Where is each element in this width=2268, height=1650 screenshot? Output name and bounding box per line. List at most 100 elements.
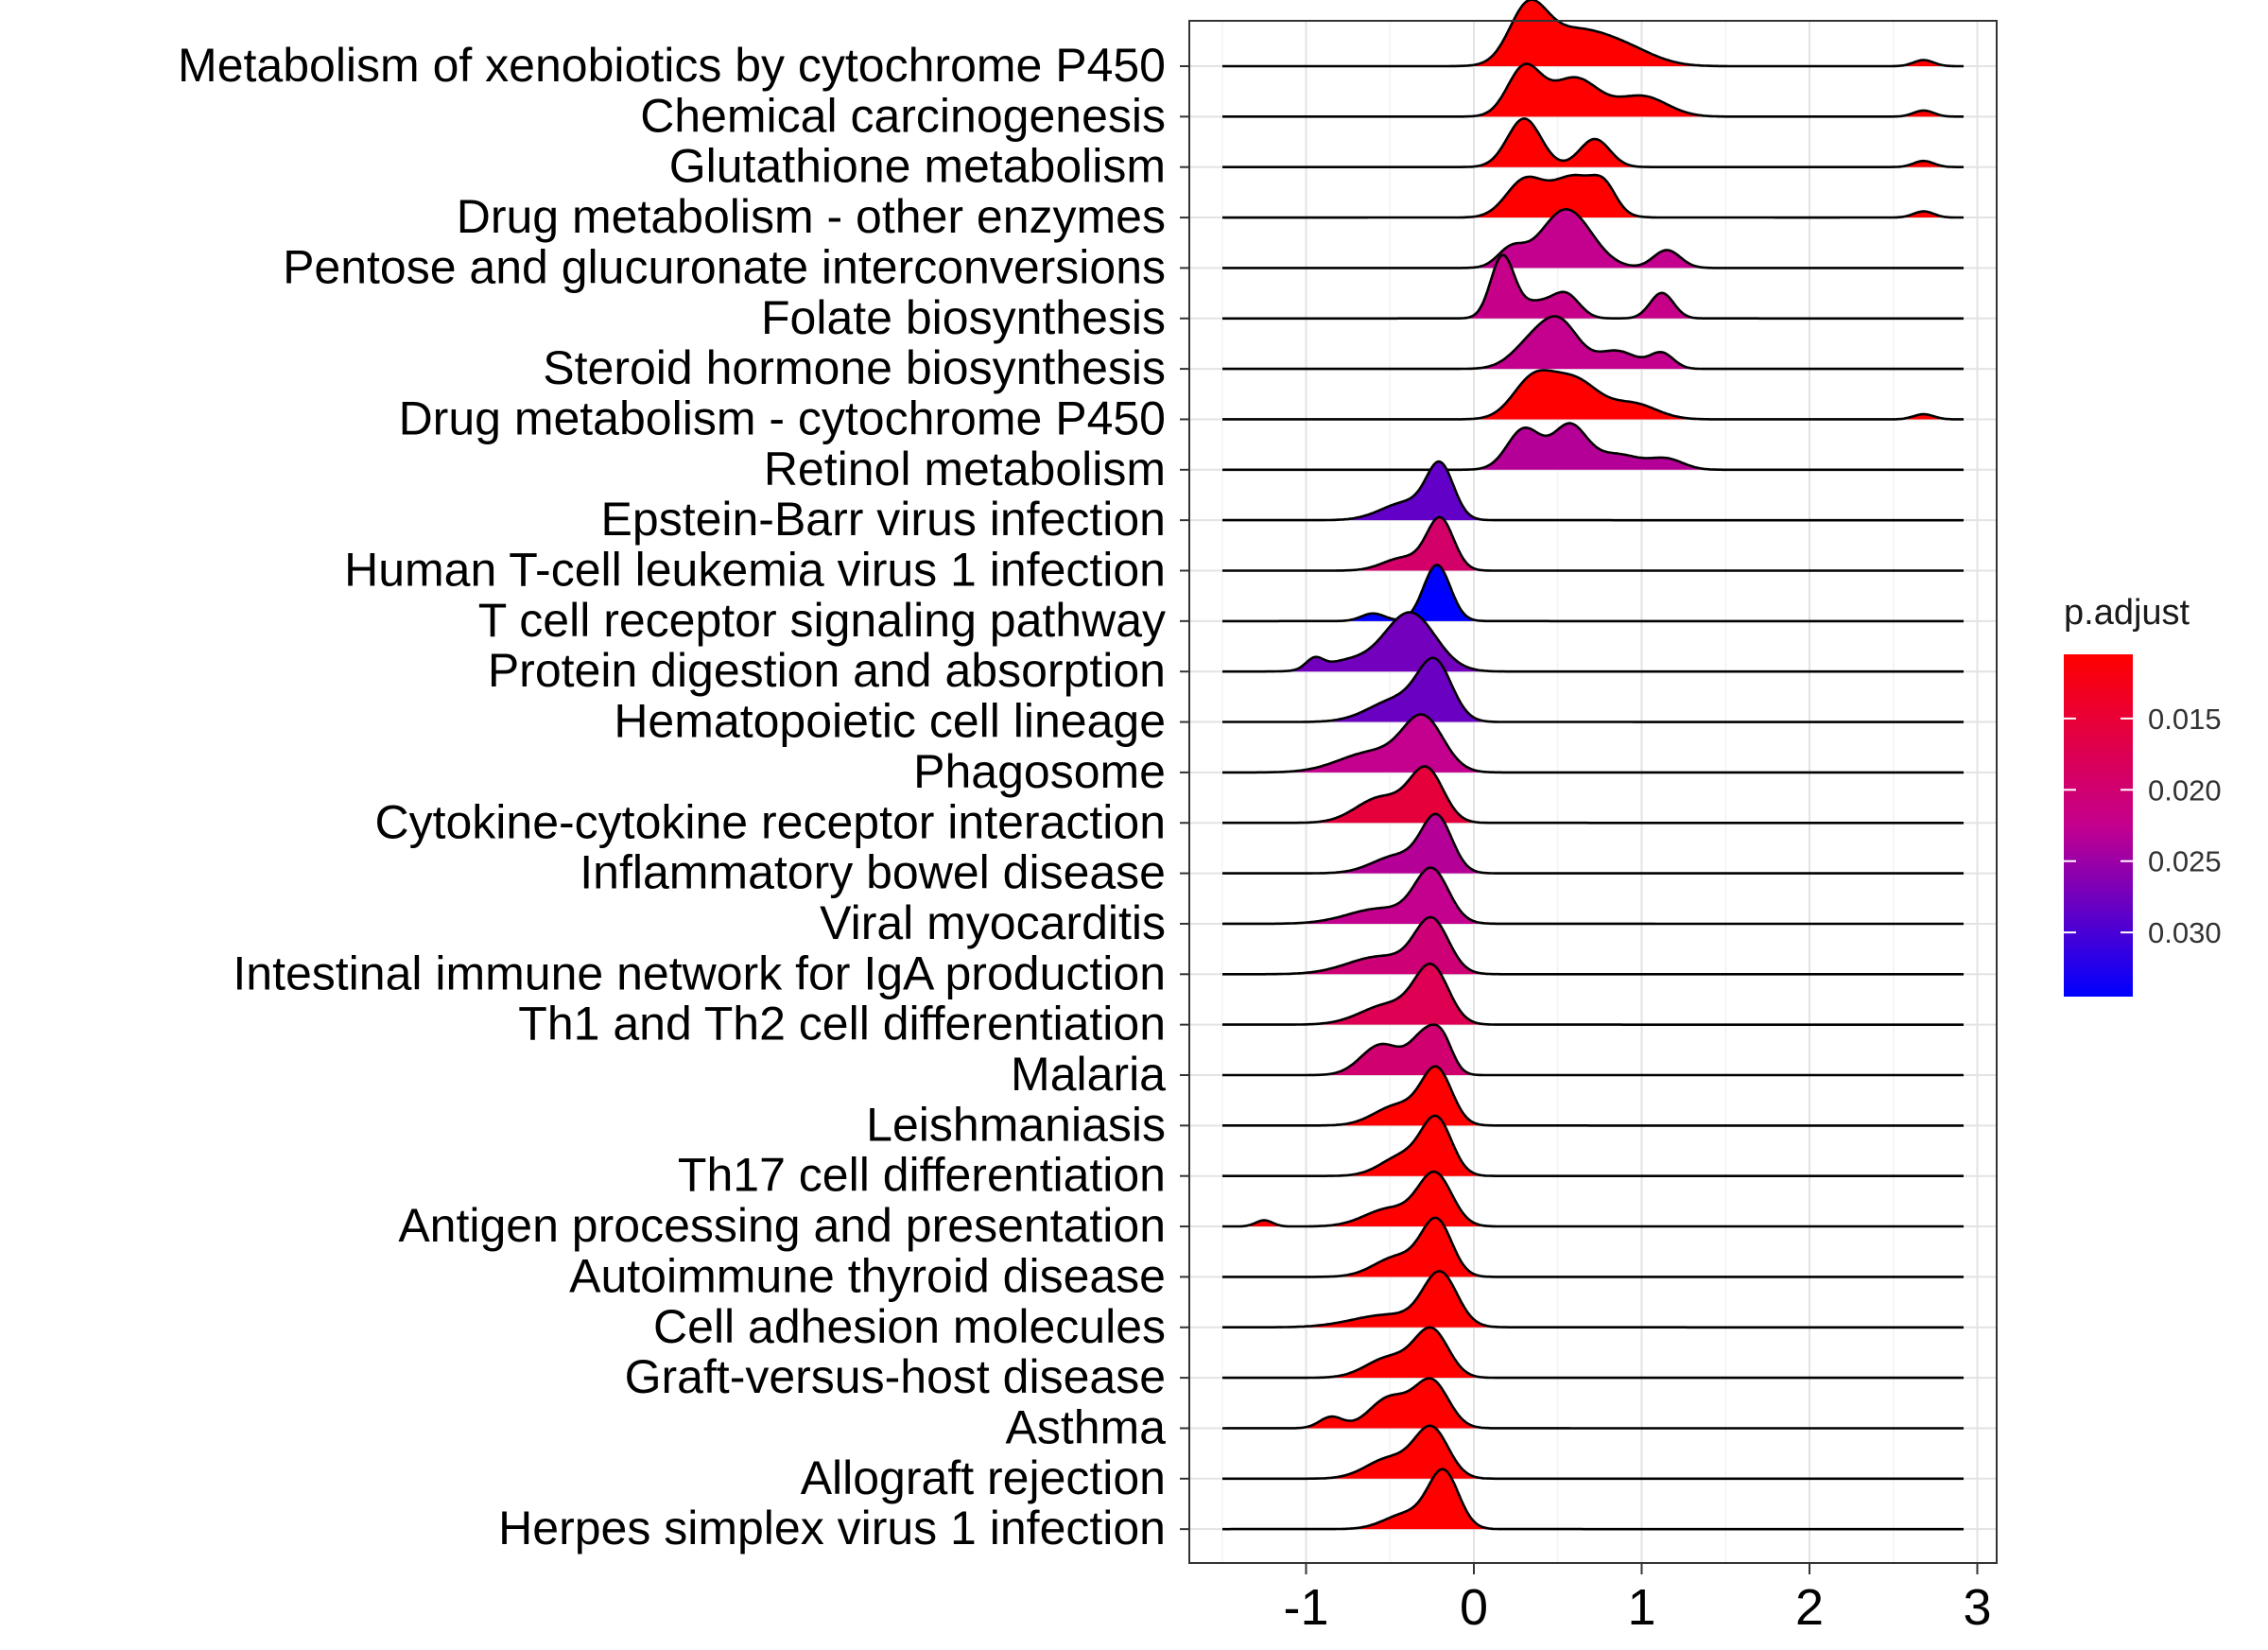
y-tick-label: Asthma <box>1005 1400 1166 1453</box>
ridges-layer <box>1222 0 1964 1531</box>
ridge-fill <box>1222 175 1964 218</box>
ridge-outline <box>1222 656 1964 723</box>
ridge-outline <box>1222 315 1964 371</box>
ridge-fill <box>1222 813 1964 874</box>
y-tick-label: Metabolism of xenobiotics by cytochrome … <box>178 39 1166 92</box>
y-tick-label: Antigen processing and presentation <box>398 1199 1166 1252</box>
legend-tick-label: 0.030 <box>2148 916 2222 949</box>
y-tick-label: Cytokine-cytokine receptor interaction <box>375 795 1167 848</box>
ridge-23 <box>1222 1114 1964 1177</box>
ridge-fill <box>1222 0 1964 66</box>
y-tick-label: Leishmaniasis <box>866 1098 1166 1151</box>
ridge-outline <box>1222 915 1964 976</box>
ridge-outline <box>1222 0 1964 68</box>
y-tick-label: Chemical carcinogenesis <box>640 89 1166 142</box>
ridge-fill <box>1222 423 1964 470</box>
ridge-fill <box>1222 1024 1964 1075</box>
y-tick-label: Steroid hormone biosynthesis <box>543 341 1166 394</box>
ridge-fill <box>1222 1115 1964 1176</box>
ridge-1 <box>1222 0 1964 68</box>
ridge-fill <box>1222 917 1964 975</box>
ridge-outline <box>1222 1216 1964 1278</box>
ridge-fill <box>1222 766 1964 824</box>
y-tick-label: Allograft rejection <box>801 1451 1166 1504</box>
ridge-2 <box>1222 62 1964 118</box>
ridge-outline <box>1222 515 1964 572</box>
ridge-21 <box>1222 1023 1964 1077</box>
y-tick-label: Drug metabolism - other enzymes <box>457 190 1166 243</box>
y-tick-label: T cell receptor signaling pathway <box>478 594 1166 647</box>
y-tick-label: Malaria <box>1011 1048 1166 1101</box>
ridge-outline <box>1222 173 1964 219</box>
ridge-fill <box>1222 209 1964 269</box>
ridge-outline <box>1222 1023 1964 1077</box>
ridge-fill <box>1222 516 1964 571</box>
y-tick-label: Cell adhesion molecules <box>653 1300 1166 1353</box>
y-tick-label: Graft-versus-host disease <box>625 1350 1166 1403</box>
ridge-fill <box>1222 1468 1964 1530</box>
ridge-fill <box>1222 612 1964 672</box>
ridge-fill <box>1222 1271 1964 1328</box>
y-tick-label: Th1 and Th2 cell differentiation <box>518 998 1166 1051</box>
ridge-outline <box>1222 422 1964 472</box>
ridge-fill <box>1222 964 1964 1025</box>
ridge-outline <box>1222 1377 1964 1430</box>
ridge-fill <box>1222 1425 1964 1479</box>
ridge-19 <box>1222 915 1964 976</box>
legend-tick-label: 0.025 <box>2148 845 2222 878</box>
y-tick-label: Epstein-Barr virus infection <box>601 493 1166 546</box>
ridge-3 <box>1222 117 1964 168</box>
y-tick-label: Retinol metabolism <box>764 443 1166 495</box>
ridge-17 <box>1222 812 1964 875</box>
ridge-outline <box>1222 1170 1964 1228</box>
legend-ticks: 0.015 0.020 0.025 0.030 <box>2064 703 2222 949</box>
ridge-10 <box>1222 460 1964 522</box>
ridge-outline <box>1222 253 1964 321</box>
y-tick-label: Autoimmune thyroid disease <box>569 1249 1166 1302</box>
ridge-30 <box>1222 1468 1964 1531</box>
y-axis-labels: Metabolism of xenobiotics by cytochrome … <box>178 39 1189 1554</box>
ridge-outline <box>1222 1424 1964 1481</box>
ridge-fill <box>1222 564 1964 621</box>
ridge-fill <box>1222 370 1964 420</box>
ridge-8 <box>1222 369 1964 421</box>
ridge-outline <box>1222 962 1964 1026</box>
ridge-outline <box>1222 866 1964 926</box>
ridge-outline <box>1222 1326 1964 1380</box>
ridge-7 <box>1222 315 1964 371</box>
ridge-outline <box>1222 713 1964 774</box>
x-axis: -1 0 1 2 3 <box>1283 1563 1992 1636</box>
y-tick-label: Glutathione metabolism <box>669 140 1166 193</box>
ridge-outline <box>1222 765 1964 825</box>
ridge-6 <box>1222 253 1964 321</box>
legend-title: p.adjust <box>2064 593 2190 633</box>
ridge-outline <box>1222 564 1964 623</box>
ridge-outline <box>1222 1468 1964 1531</box>
ridge-fill <box>1222 1378 1964 1429</box>
legend-tick-label: 0.015 <box>2148 703 2222 736</box>
ridge-15 <box>1222 713 1964 774</box>
ridge-fill <box>1222 1327 1964 1379</box>
ridge-fill <box>1222 461 1964 521</box>
ridge-fill <box>1222 1217 1964 1277</box>
x-tick-label: 0 <box>1460 1579 1488 1636</box>
ridge-outline <box>1222 62 1964 118</box>
y-tick-label: Phagosome <box>913 745 1166 798</box>
legend: p.adjust 0.015 0.020 0.025 0.030 <box>2064 593 2222 997</box>
y-tick-label: Pentose and glucuronate interconversions <box>283 240 1166 293</box>
y-tick-label: Herpes simplex virus 1 infection <box>498 1502 1166 1554</box>
x-tick-label: 1 <box>1627 1579 1655 1636</box>
ridge-fill <box>1222 1066 1964 1126</box>
y-tick-label: Folate biosynthesis <box>761 291 1166 344</box>
ridge-16 <box>1222 765 1964 825</box>
ridge-outline <box>1222 1114 1964 1177</box>
ridge-26 <box>1222 1269 1964 1329</box>
ridge-24 <box>1222 1170 1964 1228</box>
ridge-outline <box>1222 611 1964 673</box>
ridge-outline <box>1222 1065 1964 1127</box>
ridge-fill <box>1222 63 1964 117</box>
ridge-fill <box>1222 1172 1964 1227</box>
legend-colorbar <box>2064 654 2133 997</box>
ridge-fill <box>1222 316 1964 370</box>
